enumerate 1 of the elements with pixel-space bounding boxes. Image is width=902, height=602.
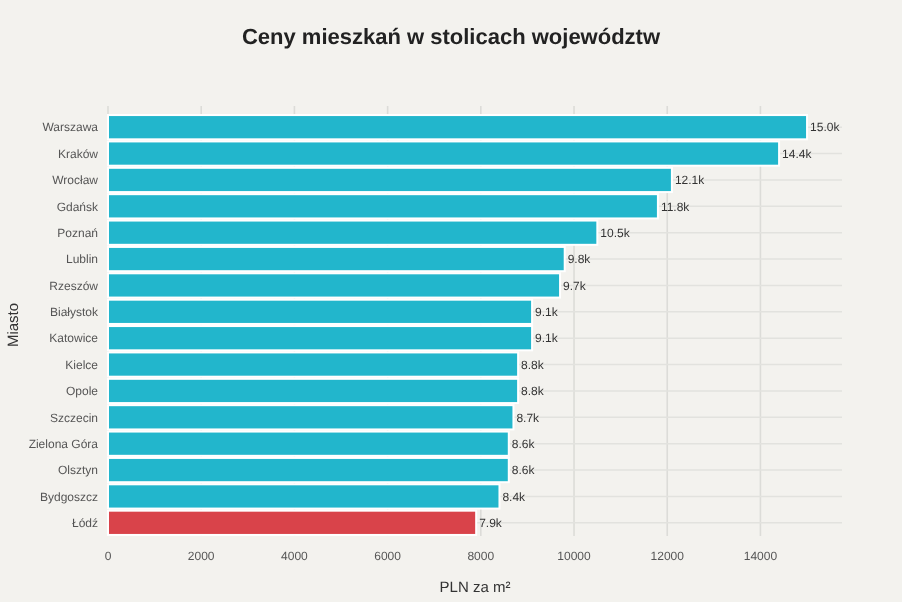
chart-title: Ceny mieszkań w stolicach województw: [241, 26, 661, 50]
